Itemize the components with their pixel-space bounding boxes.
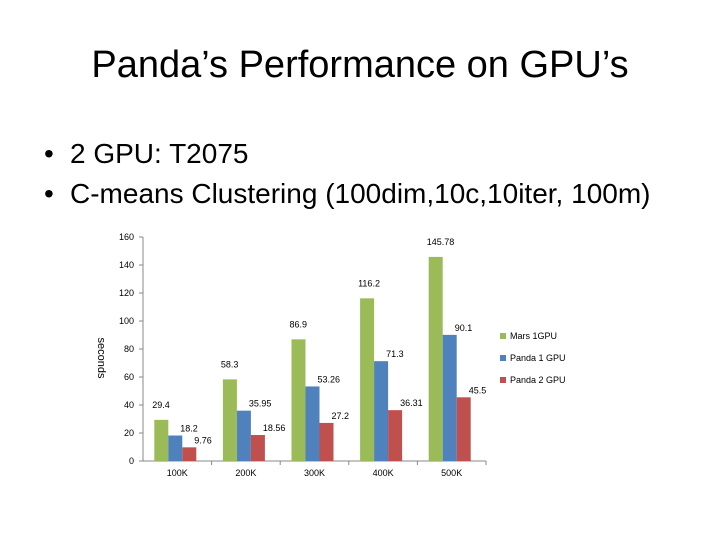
bar [428, 256, 443, 461]
bar [168, 435, 183, 461]
data-label: 145.78 [427, 237, 455, 247]
data-label: 35.95 [249, 399, 272, 409]
x-tick-label: 100K [167, 468, 188, 478]
data-label: 27.2 [332, 411, 350, 421]
bar [291, 339, 306, 461]
y-tick-label: 40 [124, 400, 134, 410]
bullet-item: • 2 GPU: T2075 [44, 134, 650, 174]
legend-swatch [500, 355, 506, 361]
legend-swatch [500, 377, 506, 383]
legend-swatch [500, 333, 506, 339]
bullet-icon: • [44, 138, 54, 169]
y-tick-label: 20 [124, 428, 134, 438]
bar [319, 422, 334, 461]
x-tick-label: 200K [235, 468, 256, 478]
bar [388, 410, 403, 461]
legend-label: Mars 1GPU [510, 331, 557, 341]
data-label: 71.3 [386, 349, 404, 359]
data-label: 86.9 [290, 319, 308, 329]
bar [182, 447, 197, 461]
y-tick-label: 160 [119, 232, 134, 242]
data-label: 9.76 [194, 435, 212, 445]
bullet-icon: • [44, 178, 54, 209]
x-tick-label: 500K [441, 468, 462, 478]
y-tick-label: 60 [124, 372, 134, 382]
legend-label: Panda 2 GPU [510, 375, 566, 385]
y-tick-label: 80 [124, 344, 134, 354]
bullet-item: • C-means Clustering (100dim,10c,10iter, … [44, 174, 650, 214]
y-axis-title: seconds [95, 338, 107, 379]
bar [236, 410, 251, 461]
data-label: 29.4 [152, 400, 170, 410]
bullet-text: C-means Clustering (100dim,10c,10iter, 1… [70, 178, 651, 209]
data-label: 90.1 [455, 323, 473, 333]
data-label: 18.56 [263, 423, 286, 433]
data-label: 53.26 [318, 374, 341, 384]
bar [374, 361, 389, 461]
y-tick-label: 120 [119, 288, 134, 298]
data-label: 18.2 [180, 424, 198, 434]
x-tick-label: 400K [373, 468, 394, 478]
y-tick-label: 100 [119, 316, 134, 326]
bar [360, 298, 375, 461]
bar [222, 379, 237, 461]
legend-label: Panda 1 GPU [510, 353, 566, 363]
y-tick-label: 140 [119, 260, 134, 270]
bar [154, 419, 169, 461]
bullet-text: 2 GPU: T2075 [70, 138, 249, 169]
data-label: 58.3 [221, 359, 239, 369]
bar [442, 334, 457, 461]
data-label: 116.2 [358, 278, 380, 288]
bar [456, 397, 471, 461]
data-label: 36.31 [400, 398, 423, 408]
bar [305, 386, 320, 461]
slide-title: Panda’s Performance on GPU’s [91, 44, 629, 86]
data-label: 45.5 [469, 385, 487, 395]
bullet-list: • 2 GPU: T2075 • C-means Clustering (100di… [44, 134, 650, 214]
bar [250, 435, 265, 461]
x-tick-label: 300K [304, 468, 325, 478]
y-tick-label: 0 [129, 456, 134, 466]
